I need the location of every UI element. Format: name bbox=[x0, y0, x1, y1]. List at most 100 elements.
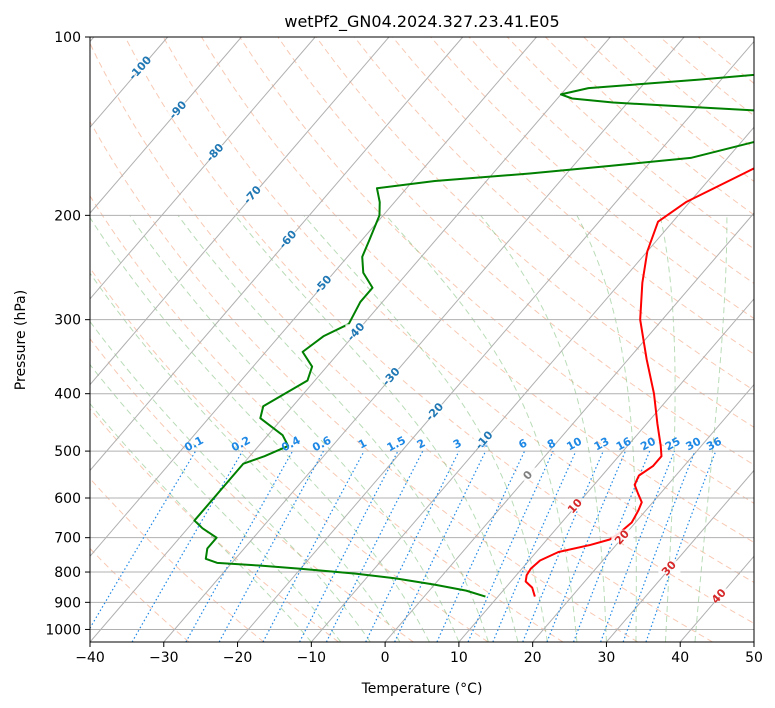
mixing-ratio-line bbox=[522, 450, 604, 642]
x-tick-label: 40 bbox=[671, 650, 689, 666]
isotherm bbox=[458, 298, 754, 642]
isotherm bbox=[90, 37, 242, 214]
x-tick-label: 10 bbox=[450, 650, 468, 666]
mixing-ratio-label: 20 bbox=[638, 435, 658, 454]
dry-adiabat bbox=[353, 37, 754, 391]
isotherm bbox=[163, 37, 685, 642]
moist-adiabat bbox=[90, 216, 430, 642]
isotherm-label-bg bbox=[345, 324, 368, 338]
y-tick-label: 600 bbox=[54, 491, 81, 507]
dry-adiabat bbox=[90, 194, 564, 642]
x-axis-ticks: −40 −30 −20 −10 0 10 20 30 40 50 bbox=[75, 642, 763, 666]
moist-adiabat bbox=[90, 402, 312, 642]
y-tick-label: 1000 bbox=[45, 622, 81, 638]
isotherm-label-bg bbox=[708, 588, 731, 602]
mixing-ratio-label: 25 bbox=[663, 435, 683, 454]
mixing-ratio-label: 36 bbox=[704, 435, 724, 454]
isotherm bbox=[90, 37, 390, 386]
moist-adiabat bbox=[234, 215, 519, 642]
x-tick-label: 0 bbox=[381, 650, 390, 666]
dry-adiabat bbox=[90, 477, 265, 642]
y-tick-label: 500 bbox=[54, 444, 81, 460]
isotherm-label-bg bbox=[611, 529, 634, 543]
mixing-ratio-line bbox=[325, 450, 424, 642]
isotherm bbox=[237, 40, 754, 642]
mixing-ratio-line bbox=[546, 450, 626, 642]
background-lines bbox=[90, 37, 754, 642]
isotherm-label-bg bbox=[424, 404, 447, 418]
isotherm-label-bg bbox=[129, 60, 152, 74]
dry-adiabat bbox=[162, 37, 754, 584]
mixing-ratio-line bbox=[492, 450, 577, 642]
x-axis-label: Temperature (°C) bbox=[361, 681, 483, 697]
dry-adiabat bbox=[315, 37, 754, 428]
isotherm-label-bg bbox=[380, 369, 403, 383]
mixing-ratio-label: 30 bbox=[684, 435, 704, 454]
mixing-ratio-line bbox=[262, 450, 365, 642]
isotherm bbox=[310, 126, 754, 642]
mixing-ratio-line bbox=[218, 450, 324, 642]
isotherm-label-bg bbox=[473, 432, 496, 446]
x-tick-label: 50 bbox=[745, 650, 763, 666]
y-tick-label: 300 bbox=[54, 313, 81, 329]
moist-adiabat bbox=[576, 215, 637, 642]
isotherm bbox=[606, 469, 754, 642]
x-tick-label: −20 bbox=[223, 650, 253, 666]
x-tick-label: −30 bbox=[149, 650, 179, 666]
mixing-ratio-lines bbox=[90, 450, 717, 642]
y-tick-label: 200 bbox=[54, 208, 81, 224]
isotherm-label-bg bbox=[312, 276, 335, 290]
y-axis-ticks: 100 200 300 400 500 600 700 800 900 1000 bbox=[45, 30, 90, 638]
isotherm bbox=[753, 641, 754, 642]
moist-adiabat bbox=[90, 272, 401, 642]
moist-adiabat bbox=[694, 215, 728, 642]
mixing-ratio-label: 16 bbox=[614, 435, 634, 454]
isotherm bbox=[90, 37, 316, 300]
mixing-ratio-line bbox=[365, 450, 460, 642]
dry-adiabat bbox=[239, 37, 754, 504]
isotherm bbox=[90, 37, 464, 472]
y-tick-label: 100 bbox=[54, 30, 81, 46]
dry-adiabat bbox=[277, 37, 754, 466]
mixing-ratio-line bbox=[572, 450, 651, 642]
mixing-ratio-line bbox=[645, 450, 717, 642]
moist-adiabat bbox=[480, 215, 607, 642]
isotherm-label-bg bbox=[241, 187, 264, 201]
moist-adiabat bbox=[90, 363, 342, 642]
dry-adiabat bbox=[392, 37, 754, 355]
dry-adiabat bbox=[90, 547, 190, 642]
moist-adiabat bbox=[129, 215, 460, 642]
mixing-ratio-line bbox=[622, 450, 696, 642]
plot-area bbox=[90, 37, 754, 642]
dry-adiabat bbox=[90, 42, 713, 642]
x-tick-label: −10 bbox=[297, 650, 327, 666]
isotherm-label-bg bbox=[204, 145, 227, 159]
x-tick-label: 30 bbox=[598, 650, 616, 666]
x-tick-label: −40 bbox=[75, 650, 105, 666]
dry-adiabat bbox=[90, 267, 489, 642]
isotherm bbox=[90, 37, 537, 557]
plot-frame bbox=[89, 36, 755, 643]
moist-adiabat bbox=[659, 215, 676, 642]
isotherm-label-bg bbox=[277, 231, 300, 245]
mixing-ratio-label: 10 bbox=[564, 435, 584, 454]
y-axis-label: Pressure (hPa) bbox=[13, 290, 29, 390]
isotherm-label-bg bbox=[167, 102, 190, 116]
mixing-ratio-line bbox=[467, 450, 554, 642]
dry-adiabat bbox=[90, 120, 639, 642]
dewpoint-trace bbox=[193, 73, 754, 598]
sounding-traces bbox=[193, 73, 754, 598]
temperature-trace bbox=[524, 167, 754, 597]
pressure-grid bbox=[90, 37, 754, 630]
y-tick-label: 900 bbox=[54, 595, 81, 611]
isotherm-label-bg bbox=[564, 498, 587, 512]
y-tick-label: 400 bbox=[54, 387, 81, 403]
isotherm-label-bg bbox=[658, 560, 681, 574]
y-tick-label: 700 bbox=[54, 531, 81, 547]
mixing-ratio-label: 13 bbox=[592, 435, 612, 454]
dry-adiabat bbox=[201, 37, 754, 544]
y-tick-label: 800 bbox=[54, 565, 81, 581]
moist-adiabat bbox=[385, 215, 578, 642]
x-tick-label: 20 bbox=[524, 650, 542, 666]
mixing-ratio-line bbox=[600, 450, 675, 642]
